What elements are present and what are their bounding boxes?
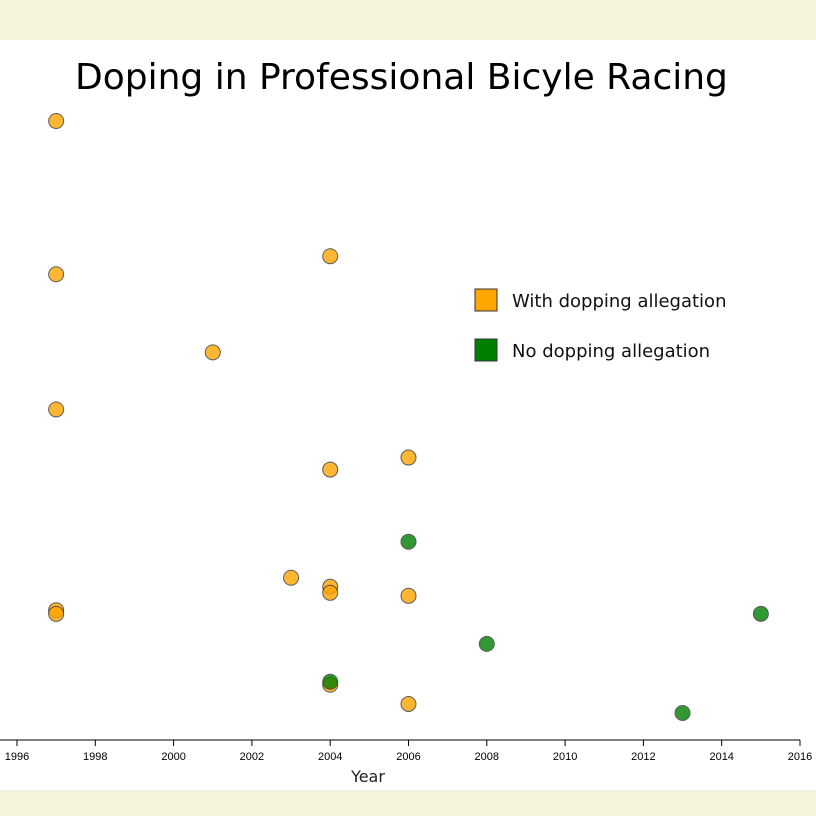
legend-item-with-allegation: With dopping allegation — [474, 288, 726, 312]
top-band — [0, 0, 816, 40]
legend-swatch-no-allegation — [474, 338, 498, 362]
data-point-with-allegation[interactable] — [48, 401, 65, 418]
data-point-no-allegation[interactable] — [322, 673, 339, 690]
x-tick-label: 2010 — [553, 751, 577, 763]
data-point-no-allegation[interactable] — [674, 704, 691, 721]
bottom-band — [0, 790, 816, 816]
x-tick-label: 2008 — [475, 751, 499, 763]
x-tick-label: 2000 — [161, 751, 185, 763]
data-point-with-allegation[interactable] — [48, 266, 65, 283]
x-tick-label: 2002 — [240, 751, 264, 763]
data-point-no-allegation[interactable] — [478, 635, 495, 652]
legend-swatch-with-allegation — [474, 288, 498, 312]
chart-title: Doping in Professional Bicyle Racing — [75, 57, 728, 98]
data-point-with-allegation[interactable] — [322, 461, 339, 478]
x-tick-label: 2016 — [788, 751, 812, 763]
legend: With dopping allegation No dopping alleg… — [474, 288, 726, 362]
data-point-with-allegation[interactable] — [400, 695, 417, 712]
data-points — [48, 113, 769, 721]
x-tick-label: 2004 — [318, 751, 342, 763]
data-point-with-allegation[interactable] — [283, 569, 300, 586]
data-point-with-allegation[interactable] — [48, 605, 65, 622]
x-tick-label: 2014 — [709, 751, 733, 763]
x-axis: 1996 1998 2000 2002 2004 2006 2008 2010 2012 2014… — [0, 739, 812, 786]
data-point-with-allegation[interactable] — [322, 248, 339, 265]
plot-area — [0, 40, 816, 790]
x-axis-label: Year — [350, 767, 385, 786]
x-tick-label: 2006 — [396, 751, 420, 763]
legend-label-no-allegation: No dopping allegation — [512, 341, 710, 362]
data-point-with-allegation[interactable] — [322, 584, 339, 601]
legend-item-no-allegation: No dopping allegation — [474, 338, 710, 362]
x-tick-label: 1998 — [83, 751, 107, 763]
data-point-with-allegation[interactable] — [400, 449, 417, 466]
x-tick-label: 1996 — [5, 751, 29, 763]
data-point-with-allegation[interactable] — [204, 344, 221, 361]
legend-label-with-allegation: With dopping allegation — [512, 291, 726, 312]
data-point-no-allegation[interactable] — [400, 533, 417, 550]
data-point-no-allegation[interactable] — [752, 605, 769, 622]
data-point-with-allegation[interactable] — [48, 113, 65, 129]
data-point-with-allegation[interactable] — [400, 587, 417, 604]
x-tick-label: 2012 — [631, 751, 655, 763]
